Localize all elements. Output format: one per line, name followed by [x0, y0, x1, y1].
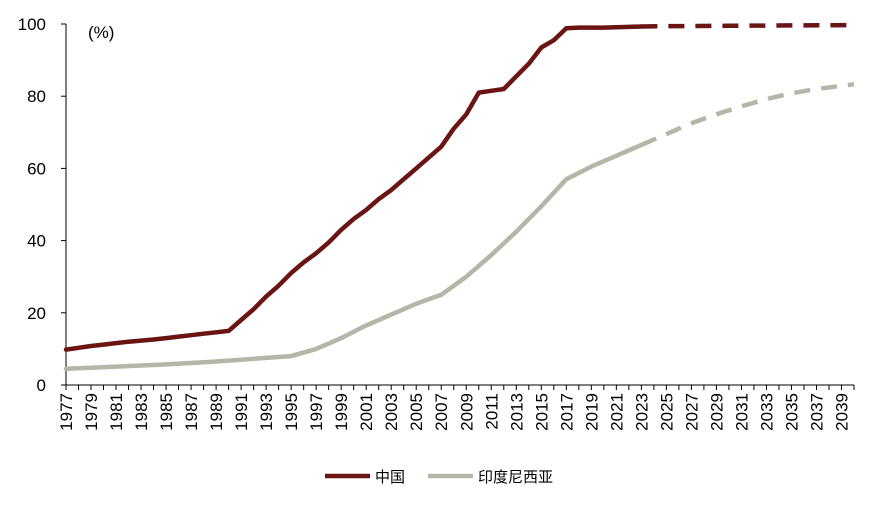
legend-label: 印度尼西亚: [478, 468, 553, 486]
chart-axes: 0 20 40 60 80 100 1977 1979 1981 1983 1985 1987 1989…: [18, 15, 855, 431]
x-tick-label: 1979: [82, 393, 101, 431]
x-tick-label: 2023: [632, 393, 651, 431]
x-tick-label: 1999: [332, 393, 351, 431]
x-tick-label: 2017: [557, 393, 576, 431]
series-line-0-forecast: [641, 22, 855, 29]
x-tick-label: 2021: [607, 393, 626, 431]
x-tick-label: 2027: [682, 393, 701, 431]
x-tick-label: 2037: [807, 393, 826, 431]
y-tick-label: 20: [27, 304, 46, 323]
x-tick-label: 2033: [757, 393, 776, 431]
x-tick-label: 1985: [157, 393, 176, 431]
x-tick-label: 1997: [307, 393, 326, 431]
y-tick-label: 100: [18, 15, 46, 34]
x-tick-label: 2035: [782, 393, 801, 431]
x-tick-label: 2007: [432, 393, 451, 431]
x-tick-label: 2015: [532, 393, 551, 431]
x-tick-label: 2019: [582, 393, 601, 431]
x-tick-label: 1995: [282, 393, 301, 431]
x-tick-label: 2011: [482, 393, 501, 430]
series-line-0-actual: [63, 24, 644, 352]
x-tick-label: 1989: [207, 393, 226, 431]
series-line-1-forecast: [640, 82, 855, 147]
legend-label: 中国: [375, 468, 405, 486]
x-tick-label: 2005: [407, 393, 426, 431]
x-tick-label: 2001: [357, 393, 376, 431]
x-tick-label: 1991: [232, 393, 251, 431]
y-tick-label: 40: [27, 232, 46, 251]
x-tick-label: 1987: [182, 393, 201, 431]
x-tick-label: 1977: [57, 393, 76, 431]
x-tick-label: 2009: [457, 393, 476, 431]
chart-plot-area: [63, 22, 855, 372]
series-line-1-actual: [63, 142, 644, 372]
x-tick-label: 2029: [707, 393, 726, 431]
y-tick-label: 60: [27, 159, 46, 178]
chart-legend: 中国 印度尼西亚: [325, 468, 553, 486]
x-tick-label: 1981: [107, 393, 126, 431]
y-axis-unit-label: (%): [88, 23, 114, 42]
x-tick-label: 2003: [382, 393, 401, 431]
y-tick-label: 0: [37, 376, 46, 395]
x-tick-label: 1993: [257, 393, 276, 431]
x-tick-label: 2031: [732, 393, 751, 431]
x-tick-label: 1983: [132, 393, 151, 431]
y-tick-label: 80: [27, 87, 46, 106]
x-tick-label: 2013: [507, 393, 526, 431]
x-tick-label: 2039: [832, 393, 851, 431]
x-tick-label: 2025: [657, 393, 676, 431]
